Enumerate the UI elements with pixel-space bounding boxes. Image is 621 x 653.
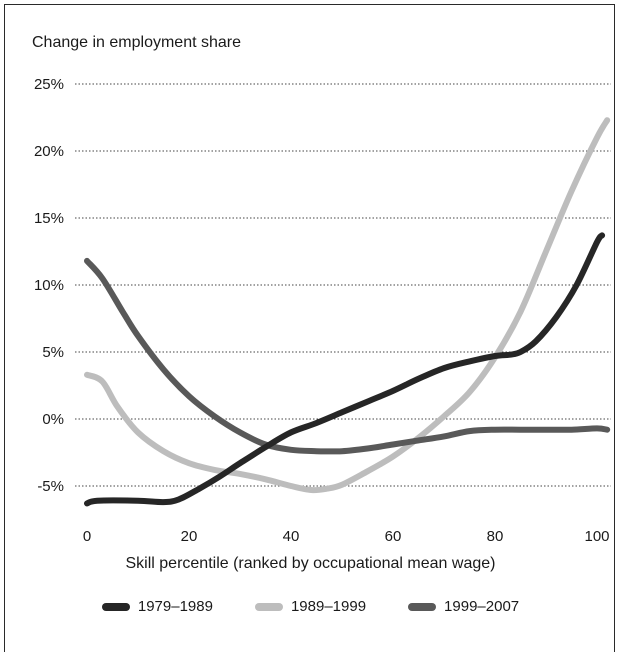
y-axis-ticks: 25% 20% 15% 10% 5% 0% -5% [34, 76, 64, 495]
y-tick-label: -5% [37, 478, 64, 495]
series-line-3 [84, 257, 611, 455]
legend-swatch [254, 602, 283, 611]
legend-label: 1989–1999 [290, 598, 367, 615]
y-tick-label: 15% [34, 210, 64, 227]
figure-frame [4, 4, 615, 652]
x-tick-label: 40 [283, 528, 300, 545]
x-tick-label: 80 [487, 528, 504, 545]
legend: 1979–1989 1989–1999 1999–2007 [0, 598, 621, 615]
y-tick-label: 25% [34, 76, 64, 93]
legend-swatch [408, 602, 437, 611]
x-tick-label: 20 [181, 528, 198, 545]
chart-subtitle: Change in employment share [32, 34, 242, 51]
x-tick-label: 100 [584, 528, 609, 545]
y-tick-label: 5% [42, 344, 64, 361]
x-axis-label: Skill percentile (ranked by occupational… [125, 555, 496, 572]
y-tick-label: 0% [42, 411, 64, 428]
series-lines [84, 117, 611, 507]
legend-swatch [101, 602, 130, 611]
legend-item-series-1: 1979–1989 [101, 598, 213, 615]
y-tick-label: 20% [34, 143, 64, 160]
series-line-2 [84, 117, 611, 494]
legend-item-series-2: 1989–1999 [254, 598, 367, 615]
y-tick-label: 10% [34, 277, 64, 294]
x-axis-ticks: 0 20 40 60 80 100 [83, 528, 610, 545]
legend-label: 1999–2007 [444, 598, 520, 615]
legend-label: 1979–1989 [137, 598, 213, 615]
x-tick-label: 0 [83, 528, 91, 545]
x-tick-label: 60 [385, 528, 402, 545]
series-line-1 [84, 232, 606, 507]
legend-item-series-3: 1999–2007 [408, 598, 519, 615]
